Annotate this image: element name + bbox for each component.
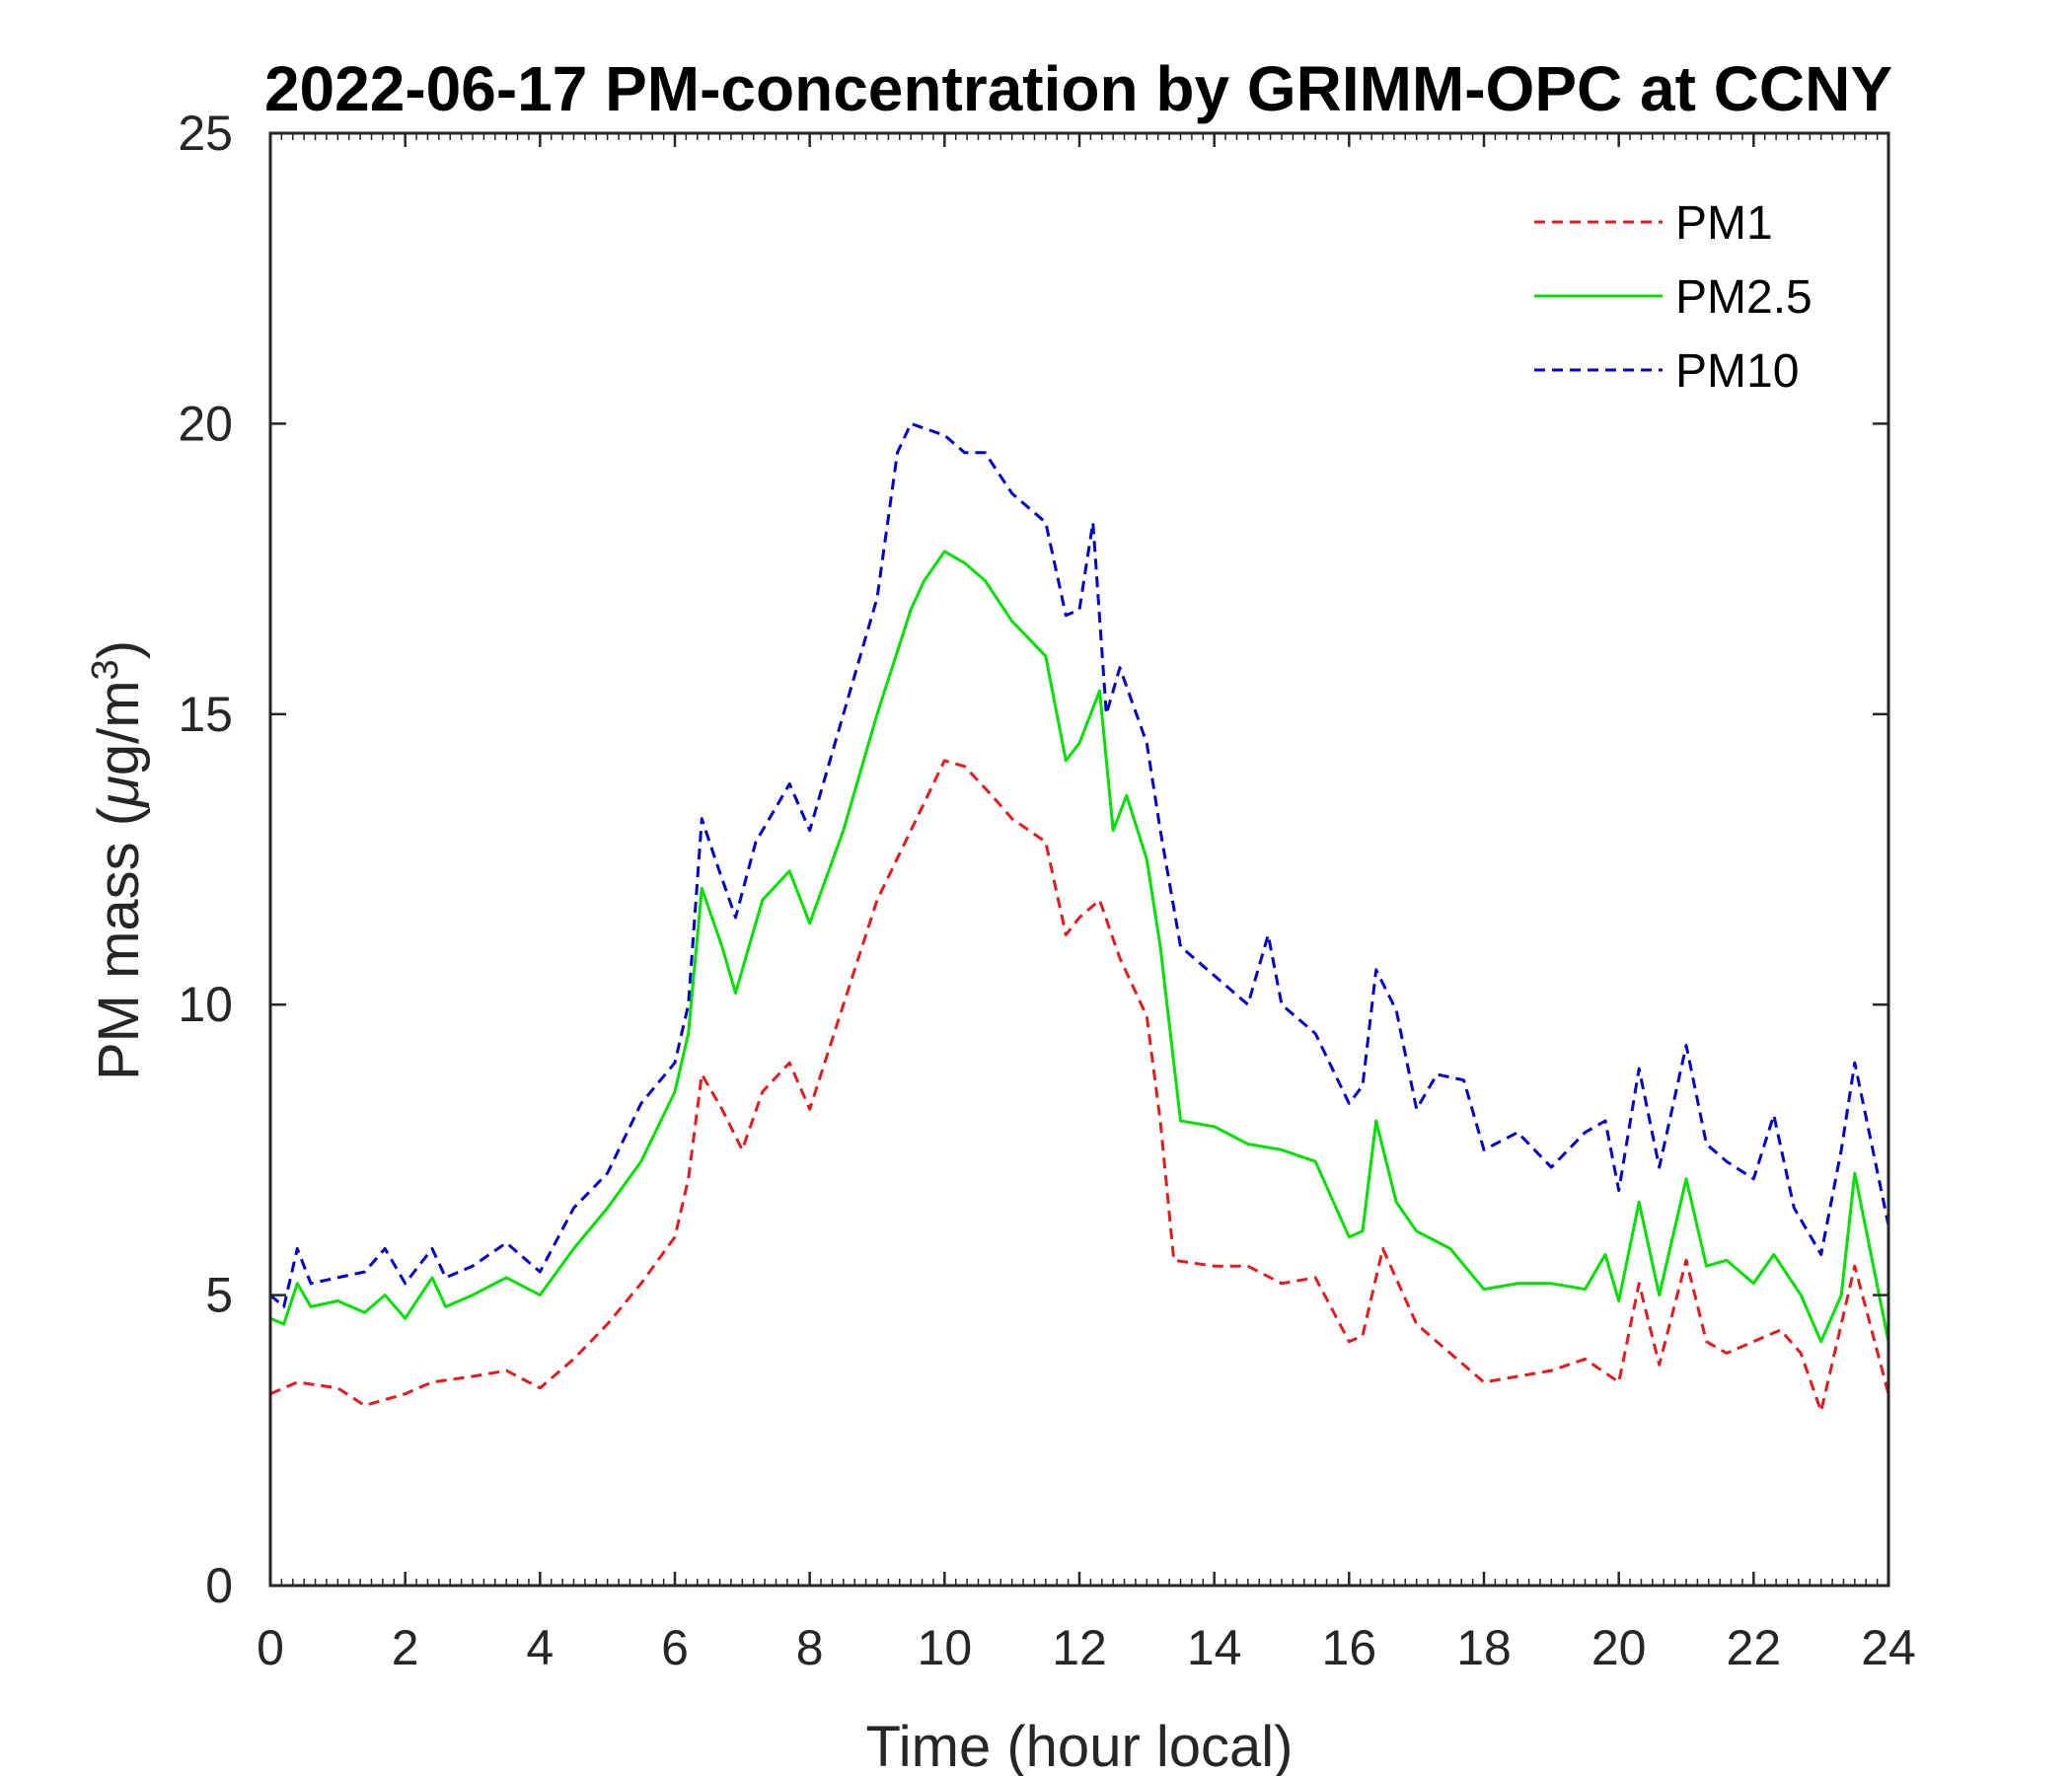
x-tick-label: 6: [661, 1620, 689, 1675]
legend: PM1 PM2.5 PM10: [1534, 197, 1813, 398]
series-pm10-line: [269, 421, 1890, 1308]
x-tick-label: 12: [1052, 1620, 1107, 1675]
series-pm1-line: [269, 759, 1890, 1413]
y-axis-label-exponent: 3: [85, 659, 126, 680]
x-tick-labels: 0 2 4 6 8 10 12 14 16 18 20 22 24: [257, 1620, 1916, 1675]
x-tick-label: 16: [1322, 1620, 1377, 1675]
x-tick-label: 4: [526, 1620, 554, 1675]
x-axis-label: Time (hour local): [866, 1715, 1294, 1776]
plot-area: [270, 133, 1888, 1586]
y-tick-label: 10: [178, 977, 233, 1032]
y-tick-label: 25: [178, 106, 233, 161]
y-tick-label: 5: [205, 1268, 233, 1323]
series-pm2-5-line: [269, 550, 1890, 1344]
y-axis-label-unit: g/m: [87, 680, 151, 776]
x-tick-label: 8: [796, 1620, 824, 1675]
y-tick-label: 15: [178, 687, 233, 742]
y-tick-label: 0: [205, 1558, 233, 1613]
y-axis-label-greek: μ: [87, 776, 151, 809]
series-layer: [269, 421, 1890, 1413]
legend-label-pm1: PM1: [1675, 197, 1773, 250]
x-tick-label: 0: [257, 1620, 284, 1675]
legend-label-pm10: PM10: [1675, 345, 1799, 398]
x-tick-label: 22: [1727, 1620, 1782, 1675]
x-tick-label: 14: [1187, 1620, 1242, 1675]
x-tick-label: 2: [392, 1620, 419, 1675]
legend-label-pm2-5: PM2.5: [1675, 271, 1813, 324]
y-axis-label-text: PM mass (: [87, 807, 151, 1080]
y-tick-labels: 0 5 10 15 20 25: [178, 106, 233, 1613]
y-tick-label: 20: [178, 396, 233, 451]
x-tick-label: 20: [1591, 1620, 1647, 1675]
chart-title: 2022-06-17 PM-concentration by GRIMM-OPC…: [264, 53, 1892, 124]
y-axis-label: PM mass (μg/m3): [85, 640, 151, 1080]
y-axis-label-close: ): [87, 640, 151, 659]
x-tick-label: 24: [1861, 1620, 1916, 1675]
x-tick-label: 10: [918, 1620, 973, 1675]
x-tick-label: 18: [1456, 1620, 1512, 1675]
ticks-layer: [268, 131, 1890, 1588]
